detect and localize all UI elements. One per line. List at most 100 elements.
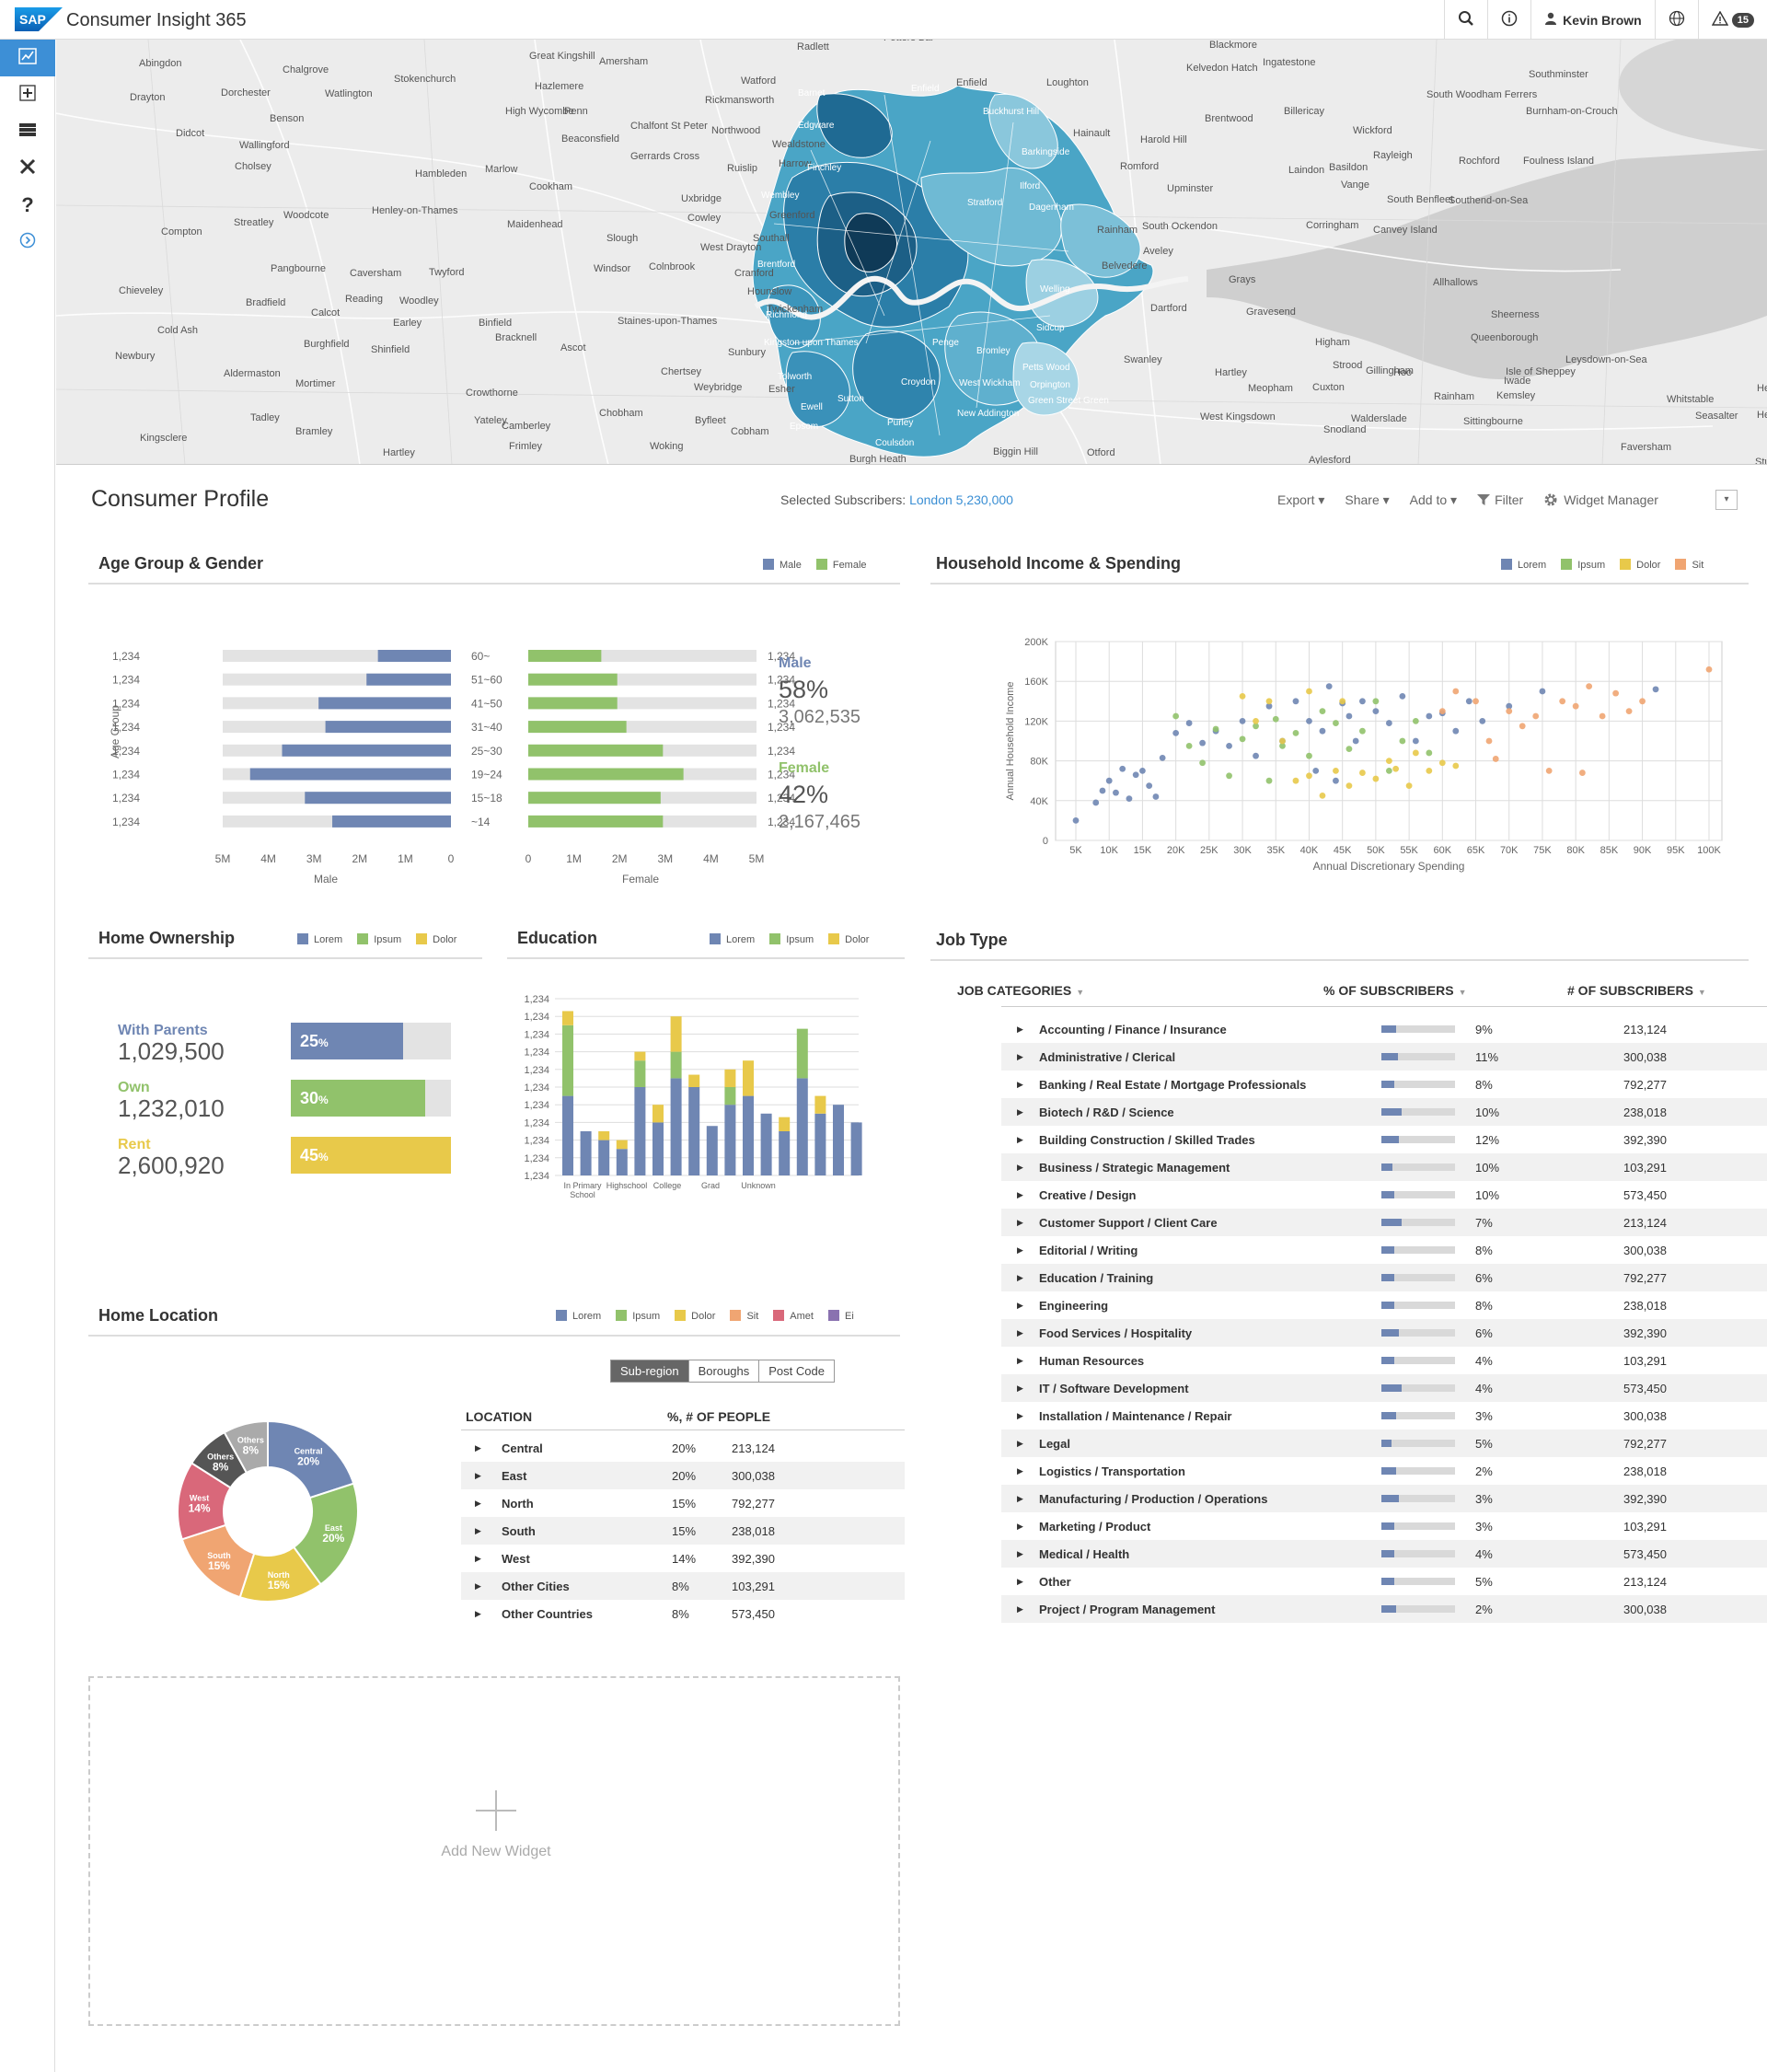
table-row[interactable]: ▶ Accounting / Finance / Insurance 9% 213,1… (1001, 1015, 1767, 1043)
table-row[interactable]: ▶ Building Construction / Skilled Trades 1… (1001, 1126, 1767, 1153)
axis-tick-label: 0 (448, 852, 455, 865)
map-place-label: Bradfield (246, 297, 286, 308)
expand-row-icon[interactable]: ▶ (1017, 1411, 1023, 1420)
table-row[interactable]: ▶ Other Cities 8% 103,291 (461, 1572, 905, 1600)
table-row[interactable]: ▶ Project / Program Management 2% 300,038 (1001, 1595, 1767, 1623)
table-row[interactable]: ▶ North 15% 792,277 (461, 1489, 905, 1517)
table-row[interactable]: ▶ Human Resources 4% 103,291 (1001, 1347, 1767, 1374)
table-row[interactable]: ▶ Logistics / Transportation 2% 238,018 (1001, 1457, 1767, 1485)
table-row[interactable]: ▶ Administrative / Clerical 11% 300,038 (1001, 1043, 1767, 1071)
expand-row-icon[interactable]: ▶ (1017, 1383, 1023, 1393)
expand-row-icon[interactable]: ▶ (1017, 1218, 1023, 1227)
table-row[interactable]: ▶ Central 20% 213,124 (461, 1434, 905, 1462)
rail-help-button[interactable]: ? (0, 187, 55, 224)
expand-row-icon[interactable]: ▶ (1017, 1107, 1023, 1117)
table-row[interactable]: ▶ Legal 5% 792,277 (1001, 1430, 1767, 1457)
table-row[interactable]: ▶ Installation / Maintenance / Repair 3% 30… (1001, 1402, 1767, 1430)
table-row[interactable]: ▶ Banking / Real Estate / Mortgage Profes… (1001, 1071, 1767, 1098)
user-menu[interactable]: Kevin Brown (1530, 0, 1655, 40)
table-row[interactable]: ▶ Customer Support / Client Care 7% 213,124 (1001, 1209, 1767, 1236)
table-row[interactable]: ▶ Creative / Design 10% 573,450 (1001, 1181, 1767, 1209)
table-row[interactable]: ▶ IT / Software Development 4% 573,450 (1001, 1374, 1767, 1402)
add-widget-placeholder[interactable]: Add New Widget (88, 1676, 900, 2026)
map-place-label: Cobham (731, 426, 769, 437)
alerts-button[interactable]: 15 (1697, 0, 1767, 40)
language-button[interactable] (1654, 0, 1698, 40)
table-row[interactable]: ▶ Business / Strategic Management 10% 103,2… (1001, 1153, 1767, 1181)
count-value: 300,038 (1623, 1603, 1667, 1616)
expand-row-icon[interactable]: ▶ (1017, 1439, 1023, 1448)
expand-row-icon[interactable]: ▶ (1017, 1356, 1023, 1365)
toolbar-dropdown-button[interactable]: ▾ (1715, 490, 1738, 510)
expand-row-icon[interactable]: ▶ (1017, 1522, 1023, 1531)
expand-row-icon[interactable]: ▶ (1017, 1328, 1023, 1337)
ownership-percent: 25 (300, 1032, 319, 1050)
tab-boroughs[interactable]: Boroughs (689, 1360, 760, 1382)
ownership-value: 2,600,920 (118, 1152, 225, 1179)
table-row[interactable]: ▶ Education / Training 6% 792,277 (1001, 1264, 1767, 1291)
search-button[interactable] (1444, 0, 1487, 40)
table-row[interactable]: ▶ Food Services / Hospitality 6% 392,390 (1001, 1319, 1767, 1347)
scatter-point (1319, 793, 1326, 799)
table-row[interactable]: ▶ West 14% 392,390 (461, 1545, 905, 1572)
expand-row-icon[interactable]: ▶ (1017, 1577, 1023, 1586)
table-row[interactable]: ▶ Manufacturing / Production / Operations… (1001, 1485, 1767, 1512)
expand-row-icon[interactable]: ▶ (1017, 1024, 1023, 1034)
london-map[interactable]: Abingdon Chalgrove Great Kingshill Hazlemer… (56, 40, 1767, 465)
add-to-menu[interactable]: Add to ▾ (1409, 492, 1458, 507)
table-row[interactable]: ▶ Medical / Health 4% 573,450 (1001, 1540, 1767, 1568)
tab-post-code[interactable]: Post Code (768, 1364, 825, 1378)
widget-manager-button[interactable]: Widget Manager (1543, 492, 1658, 508)
selected-subscribers-link[interactable]: London 5,230,000 (909, 492, 1013, 507)
rail-dashboard-button[interactable] (0, 40, 55, 76)
export-menu[interactable]: Export ▾ (1277, 492, 1325, 507)
expand-row-icon[interactable]: ▶ (1017, 1163, 1023, 1172)
legend-swatch (773, 1310, 785, 1321)
expand-row-icon[interactable]: ▶ (1017, 1301, 1023, 1310)
table-row[interactable]: ▶ South 15% 238,018 (461, 1517, 905, 1545)
table-row[interactable]: ▶ Editorial / Writing 8% 300,038 (1001, 1236, 1767, 1264)
col-number-subscribers[interactable]: # OF SUBSCRIBERS ▼ (1567, 983, 1706, 998)
expand-row-icon[interactable]: ▶ (1017, 1080, 1023, 1089)
expand-row-icon[interactable]: ▶ (475, 1581, 481, 1591)
share-menu[interactable]: Share ▾ (1345, 492, 1390, 507)
percent-value: 11% (1475, 1050, 1499, 1064)
expand-row-icon[interactable]: ▶ (1017, 1604, 1023, 1614)
table-row[interactable]: ▶ East 20% 300,038 (461, 1462, 905, 1489)
axis-tick-label: 4M (260, 852, 276, 865)
col-job-categories[interactable]: JOB CATEGORIES ▼ (957, 983, 1085, 998)
table-row[interactable]: ▶ Other 5% 213,124 (1001, 1568, 1767, 1595)
rail-data-button[interactable] (0, 113, 55, 150)
expand-row-icon[interactable]: ▶ (1017, 1135, 1023, 1144)
col-percent-subscribers[interactable]: % OF SUBSCRIBERS ▼ (1323, 983, 1467, 998)
expand-row-icon[interactable]: ▶ (1017, 1245, 1023, 1255)
table-row[interactable]: ▶ Other Countries 8% 573,450 (461, 1600, 905, 1627)
expand-row-icon[interactable]: ▶ (1017, 1052, 1023, 1061)
scatter-point (1532, 712, 1540, 720)
location-name: Other Cities (502, 1580, 570, 1593)
table-row[interactable]: ▶ Marketing / Product 3% 103,291 (1001, 1512, 1767, 1540)
map-place-label: Seasalter (1695, 411, 1738, 422)
expand-row-icon[interactable]: ▶ (1017, 1190, 1023, 1199)
expand-row-icon[interactable]: ▶ (475, 1609, 481, 1618)
x-tick-label: 25K (1200, 845, 1218, 856)
expand-row-icon[interactable]: ▶ (1017, 1549, 1023, 1558)
expand-row-icon[interactable]: ▶ (475, 1499, 481, 1508)
expand-row-icon[interactable]: ▶ (1017, 1494, 1023, 1503)
table-row[interactable]: ▶ Engineering 8% 238,018 (1001, 1291, 1767, 1319)
expand-row-icon[interactable]: ▶ (1017, 1273, 1023, 1282)
expand-row-icon[interactable]: ▶ (475, 1443, 481, 1453)
expand-row-icon[interactable]: ▶ (1017, 1466, 1023, 1476)
rail-add-button[interactable] (0, 76, 55, 113)
rail-tools-button[interactable] (0, 150, 55, 187)
info-button[interactable] (1487, 0, 1530, 40)
tab-sub-region[interactable]: Sub-region (611, 1360, 689, 1382)
table-row[interactable]: ▶ Biotech / R&D / Science 10% 238,018 (1001, 1098, 1767, 1126)
rail-expand-button[interactable] (0, 224, 55, 260)
legend-swatch (675, 1310, 687, 1321)
expand-row-icon[interactable]: ▶ (475, 1471, 481, 1480)
filter-button[interactable]: Filter (1477, 492, 1523, 508)
age-row-label: 1,234 (112, 674, 140, 687)
expand-row-icon[interactable]: ▶ (475, 1526, 481, 1535)
expand-row-icon[interactable]: ▶ (475, 1554, 481, 1563)
